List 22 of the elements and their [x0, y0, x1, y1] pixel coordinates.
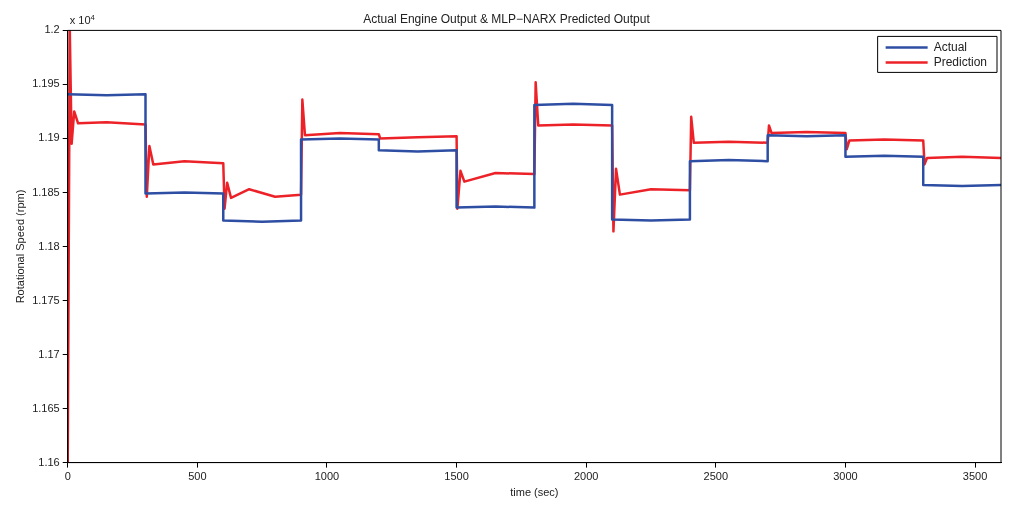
- legend-label: Actual: [933, 39, 967, 54]
- y-tick-label: 1.17: [38, 347, 60, 360]
- y-axis-title: Rotational Speed (rpm): [13, 189, 26, 304]
- y-tick-label: 1.18: [38, 239, 60, 252]
- x-axis-title: time (sec): [510, 486, 559, 499]
- y-tick-label: 1.185: [32, 185, 60, 198]
- y-tick-label: 1.19: [38, 131, 60, 144]
- y-tick-label: 1.195: [32, 77, 60, 90]
- x-tick-label: 1500: [444, 470, 469, 483]
- chart-title: Actual Engine Output & MLP−NARX Predicted Output: [363, 11, 651, 26]
- x-tick-label: 1000: [314, 470, 340, 483]
- x-tick-label: 3000: [833, 470, 858, 483]
- y-tick-label: 1.165: [32, 401, 60, 414]
- x-tick-label: 500: [188, 470, 207, 483]
- legend-label: Prediction: [933, 54, 988, 69]
- x-tick-label: 3500: [962, 470, 988, 483]
- y-tick-label: 1.2: [44, 23, 60, 36]
- y-tick-label: 1.175: [32, 293, 60, 306]
- x-tick-label: 2500: [703, 470, 729, 483]
- x-tick-label: 2000: [573, 470, 599, 483]
- x-tick-label: 0: [64, 470, 71, 483]
- y-tick-label: 1.16: [38, 455, 60, 468]
